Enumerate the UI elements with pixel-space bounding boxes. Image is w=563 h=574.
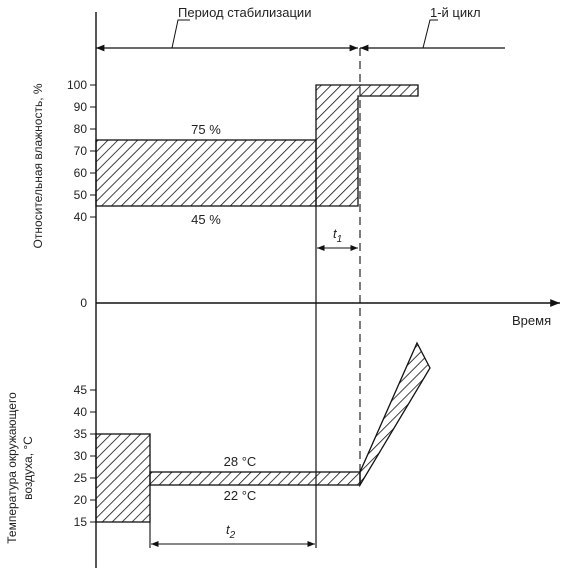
humidity-tick-label: 100 <box>67 78 87 92</box>
humidity-upper-label: 75 % <box>191 122 221 137</box>
t2-label: t2 <box>226 522 236 541</box>
temperature-tick-label: 25 <box>74 471 88 485</box>
period-bracket: Период стабилизации 1-й цикл <box>96 5 505 52</box>
temperature-axis-title-line1: Температура окружающего <box>5 392 19 544</box>
first-cycle-leader <box>422 19 438 49</box>
humidity-tick-label: 90 <box>74 100 88 114</box>
humidity-tick-label: 40 <box>74 210 88 224</box>
temperature-lower-label: 22 °С <box>224 488 257 503</box>
humidity-axis-title: Относительная влажность, % <box>31 83 45 248</box>
humidity-tick-label: 70 <box>74 144 88 158</box>
t1-dimension: t1 <box>317 226 358 252</box>
temperature-ramp-band <box>359 341 431 488</box>
humidity-step-band <box>315 84 419 207</box>
axes: 0 Время <box>80 12 560 568</box>
humidity-stabilization-band <box>95 139 317 207</box>
reference-lines <box>315 48 361 548</box>
t2-dimension: t2 <box>149 522 315 548</box>
stabilization-period-label: Период стабилизации <box>178 5 311 20</box>
temperature-tick-label: 45 <box>74 383 88 397</box>
temperature-initial-band <box>95 433 151 523</box>
first-cycle-label: 1-й цикл <box>430 5 481 20</box>
temperature-axis-title-line2: воздуха, °С <box>21 436 35 500</box>
humidity-tick-label: 80 <box>74 122 88 136</box>
humidity-bands: 75 % 45 % <box>95 84 419 227</box>
temperature-tick-label: 40 <box>74 405 88 419</box>
humidity-ticks: 100 90 80 70 60 50 40 <box>67 78 96 224</box>
temperature-ticks: 45 40 35 30 25 20 15 <box>74 383 96 529</box>
temperature-tick-label: 20 <box>74 493 88 507</box>
zero-label: 0 <box>80 296 87 310</box>
temperature-upper-label: 28 °С <box>224 454 257 469</box>
t1-label: t1 <box>333 226 342 245</box>
temperature-bands: 28 °С 22 °С <box>95 341 431 523</box>
time-axis-label: Время <box>512 313 551 328</box>
humidity-tick-label: 60 <box>74 166 88 180</box>
temperature-tick-label: 15 <box>74 515 88 529</box>
stabilization-leader <box>171 19 190 49</box>
humidity-lower-label: 45 % <box>191 212 221 227</box>
temperature-stabilization-band <box>149 471 361 486</box>
temperature-tick-label: 35 <box>74 427 88 441</box>
humidity-tick-label: 50 <box>74 188 88 202</box>
temperature-tick-label: 30 <box>74 449 88 463</box>
